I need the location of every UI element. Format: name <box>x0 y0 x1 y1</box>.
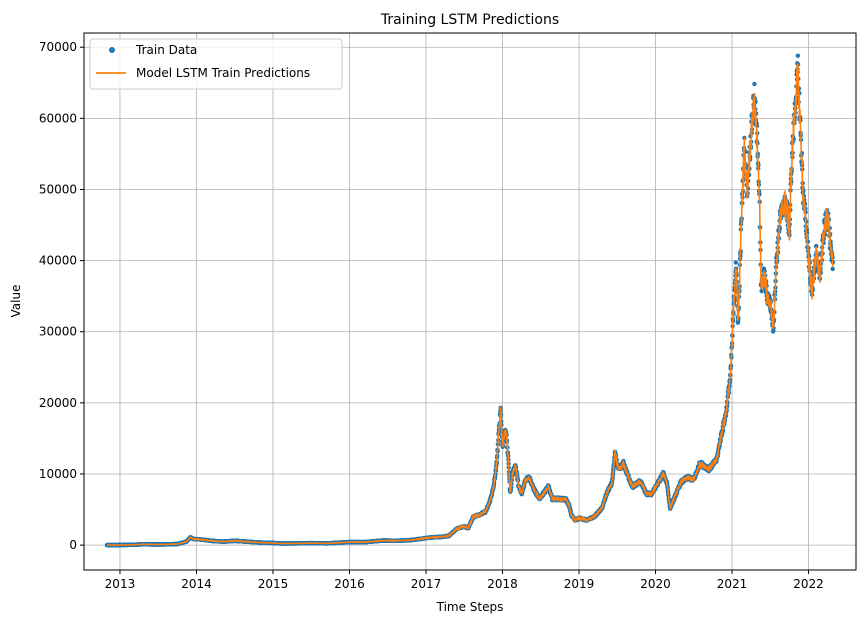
x-tick-label: 2014 <box>181 577 212 591</box>
train-data-point <box>830 266 835 272</box>
x-tick-label: 2017 <box>411 577 442 591</box>
x-tick-label: 2018 <box>487 577 518 591</box>
x-axis-label: Time Steps <box>436 600 504 614</box>
train-data-point <box>752 81 757 87</box>
x-tick-label: 2016 <box>334 577 365 591</box>
x-tick-label: 2022 <box>793 577 824 591</box>
train-data-point <box>733 260 739 265</box>
y-tick-label: 20000 <box>39 396 77 410</box>
train-data-series <box>104 53 836 548</box>
grid <box>84 33 856 570</box>
y-tick-label: 70000 <box>39 40 77 54</box>
prediction-line <box>106 63 834 546</box>
y-tick-label: 30000 <box>39 325 77 339</box>
legend: Train Data Model LSTM Train Predictions <box>89 38 343 90</box>
x-tick-label: 2013 <box>105 577 136 591</box>
plot-frame <box>83 32 857 571</box>
x-tick-label: 2020 <box>640 577 671 591</box>
y-tick-label: 0 <box>69 538 77 552</box>
legend-label-train-data: Train Data <box>135 43 197 57</box>
y-tick-label: 60000 <box>39 111 77 125</box>
train-data-point <box>795 53 801 58</box>
x-tick-label: 2021 <box>717 577 748 591</box>
legend-box <box>89 38 343 90</box>
chart-title: Training LSTM Predictions <box>380 12 559 28</box>
prediction-series <box>106 63 834 546</box>
y-axis: 0 10000 20000 30000 40000 50000 60000 70000 <box>39 40 84 552</box>
y-axis-label: Value <box>9 285 23 318</box>
y-tick-label: 50000 <box>39 182 77 196</box>
x-tick-label: 2015 <box>258 577 289 591</box>
y-tick-label: 40000 <box>39 254 77 268</box>
legend-marker-train-data <box>109 47 115 53</box>
x-axis: 2013 2014 2015 2016 2017 2018 2019 2020 2021 2022 <box>105 570 824 591</box>
x-tick-label: 2019 <box>564 577 595 591</box>
legend-label-predictions: Model LSTM Train Predictions <box>136 66 310 80</box>
y-tick-label: 10000 <box>39 467 77 481</box>
